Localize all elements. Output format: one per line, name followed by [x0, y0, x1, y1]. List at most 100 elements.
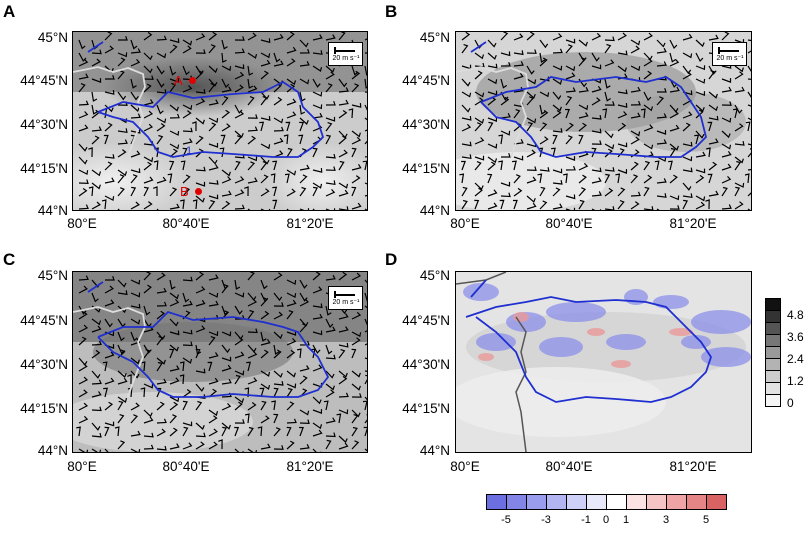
- wind-barb: [721, 150, 732, 158]
- wind-barb: [208, 194, 219, 200]
- wind-barb: [591, 64, 602, 70]
- wind-barb: [260, 279, 268, 290]
- wind-barb: [325, 153, 336, 159]
- wind-barb: [500, 130, 511, 136]
- wind-barb: [565, 165, 576, 171]
- wind-barb: [351, 186, 357, 197]
- wind-barb: [364, 318, 367, 326]
- wind-barb: [260, 349, 269, 359]
- panel-letter-b: B: [385, 2, 398, 21]
- wind-barb: [682, 156, 693, 162]
- wind-barb: [91, 406, 102, 412]
- wind-barb: [695, 52, 704, 63]
- panel-letter-c: C: [3, 250, 16, 269]
- wind-barb: [169, 365, 180, 372]
- wind-barb: [733, 108, 738, 119]
- wind-barb: [695, 109, 704, 119]
- gray-colorbar-tick: 0: [787, 396, 794, 410]
- wind-barb: [285, 121, 291, 132]
- wind-barb: [578, 39, 588, 47]
- wind-barb: [338, 189, 349, 197]
- wind-barb: [513, 61, 524, 67]
- wind-barb: [604, 130, 614, 139]
- wind-barb: [656, 96, 665, 106]
- wind-barb: [745, 121, 751, 132]
- wind-barb: [500, 78, 508, 89]
- wind-barb: [364, 135, 367, 145]
- wind-barb: [91, 349, 101, 359]
- wind-barb: [563, 173, 568, 184]
- wind-barb: [260, 59, 271, 67]
- difference-colorbar: -5 -3 -1 0 1 3 5: [486, 494, 727, 530]
- wind-barb: [156, 117, 167, 124]
- wind-barb: [78, 402, 89, 411]
- wind-barb: [167, 173, 173, 184]
- wind-barb: [500, 51, 511, 57]
- wind-barb: [325, 274, 336, 281]
- wind-barb: [351, 409, 361, 418]
- wind-barb: [208, 164, 219, 171]
- wind-barb: [351, 383, 361, 391]
- wind-barb: [91, 340, 102, 346]
- wind-barbs-c: [76, 272, 367, 452]
- wind-barb: [260, 174, 269, 184]
- wind-barb: [286, 83, 296, 93]
- difference-field-d: [456, 272, 751, 452]
- wind-barb: [338, 409, 349, 415]
- wind-barb: [487, 161, 496, 171]
- wind-barb: [578, 112, 589, 119]
- wind-barb: [656, 178, 667, 184]
- wind-barb: [669, 174, 678, 184]
- wind-barb: [195, 49, 206, 54]
- wind-barb: [617, 103, 628, 108]
- wind-barb: [708, 65, 717, 75]
- wind-barb: [156, 287, 167, 294]
- wind-barb: [286, 147, 293, 158]
- wind-barb: [669, 195, 680, 201]
- wind-barb: [91, 201, 101, 210]
- wind-barb: [78, 124, 89, 132]
- wind-barb: [234, 448, 244, 452]
- wind-barb: [617, 169, 628, 174]
- wind-barb: [312, 344, 321, 354]
- wind-barb: [78, 100, 89, 106]
- wind-barb: [552, 168, 563, 174]
- wind-barb: [487, 173, 493, 184]
- wind-barb: [259, 387, 265, 398]
- wind-barb: [325, 344, 333, 355]
- wind-barb: [325, 166, 336, 171]
- wind-barb: [78, 52, 87, 62]
- wind-barb: [707, 173, 713, 184]
- wind-barb: [338, 272, 348, 281]
- wind-barb: [130, 104, 140, 113]
- river-line-b: [456, 66, 529, 158]
- wind-barb: [104, 377, 115, 385]
- wind-barb: [362, 400, 367, 411]
- wind-barb: [591, 52, 600, 62]
- wind-barb: [565, 207, 576, 210]
- wind-barb: [169, 330, 180, 336]
- difference-colorbar-tick: 0: [602, 514, 610, 526]
- wind-barb: [117, 305, 127, 314]
- wind-barb: [487, 121, 494, 132]
- wind-barb: [286, 370, 296, 378]
- wind-barb: [130, 279, 141, 285]
- wind-barb: [617, 50, 628, 56]
- wind-barb: [234, 160, 241, 171]
- wind-barb: [195, 33, 206, 41]
- wind-barb: [104, 32, 113, 41]
- wind-barb: [195, 422, 205, 431]
- wind-barb: [156, 35, 167, 41]
- wind-barb: [539, 186, 546, 197]
- wind-barb: [195, 348, 201, 359]
- wind-barb: [78, 448, 89, 452]
- wind-barb: [604, 91, 611, 102]
- wind-barb: [247, 52, 258, 59]
- wind-barb: [143, 432, 154, 438]
- wind-barb: [656, 193, 667, 198]
- wind-barb: [721, 117, 732, 123]
- wind-barb: [734, 160, 742, 171]
- wind-barb: [247, 272, 255, 281]
- wind-barb: [156, 445, 167, 451]
- wind-barb: [273, 349, 282, 359]
